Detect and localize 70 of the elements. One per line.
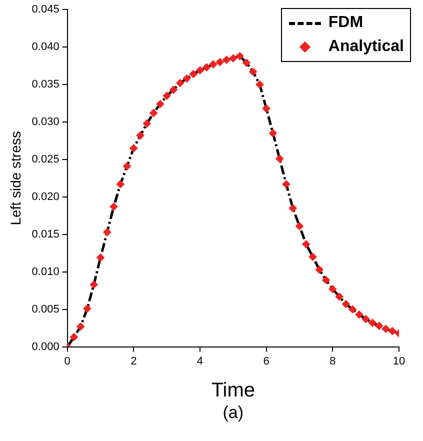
- point: [262, 104, 271, 113]
- point: [228, 54, 238, 63]
- point: [248, 68, 258, 76]
- y-tick-label: 0.025: [32, 154, 60, 166]
- text: (a): [222, 403, 244, 422]
- point: [335, 292, 344, 301]
- point: [288, 204, 298, 212]
- point: [295, 222, 304, 230]
- point: [374, 322, 384, 330]
- point: [382, 324, 390, 334]
- x-tick-label: 10: [392, 355, 406, 368]
- x-tick-label: 2: [130, 355, 137, 368]
- point: [189, 70, 198, 78]
- point: [110, 202, 118, 211]
- y-tick-label: 0.005: [32, 303, 60, 316]
- y-axis-title: Left side stress: [7, 131, 24, 226]
- point: [202, 63, 211, 72]
- y-tick-label: 0.035: [32, 78, 60, 91]
- legend-label: Analytical: [328, 38, 404, 56]
- point: [116, 180, 125, 188]
- point: [142, 119, 152, 128]
- point: [136, 131, 144, 140]
- point: [328, 284, 337, 294]
- point: [162, 92, 172, 100]
- point: [302, 240, 310, 248]
- point: [268, 129, 278, 138]
- point: [96, 253, 105, 262]
- y-tick-label: 0.010: [32, 266, 60, 278]
- point: [129, 144, 138, 152]
- point: [209, 60, 218, 68]
- y-tick-label: 0.020: [32, 190, 60, 203]
- point: [282, 180, 290, 188]
- point: [216, 58, 224, 66]
- point: [122, 162, 132, 170]
- point: [236, 52, 244, 60]
- x-tick-label: 0: [64, 355, 70, 368]
- point: [342, 300, 350, 308]
- point: [182, 74, 191, 83]
- point: [355, 310, 364, 319]
- point: [149, 108, 158, 118]
- point: [315, 265, 324, 274]
- point: [362, 314, 370, 324]
- point: [90, 280, 98, 289]
- point: [308, 252, 317, 262]
- x-tick-label: 4: [196, 355, 204, 368]
- point: [348, 305, 357, 314]
- y-tick-label: 0.000: [32, 340, 60, 353]
- point: [76, 322, 85, 331]
- point: [256, 80, 264, 89]
- point: [70, 332, 78, 342]
- y-tick-label: 0.030: [32, 116, 60, 128]
- point: [388, 326, 397, 336]
- point: [275, 154, 284, 163]
- y-tick-label: 0.040: [32, 41, 60, 54]
- point: [83, 304, 92, 313]
- point: [242, 58, 251, 68]
- x-tick-label: 8: [330, 355, 336, 368]
- y-tick-label: 0.045: [32, 4, 60, 16]
- point: [368, 318, 377, 328]
- point: [156, 100, 164, 108]
- x-axis-title: Time: [211, 380, 256, 402]
- point: [222, 56, 231, 64]
- x-tick-label: 6: [263, 355, 270, 368]
- y-tick-label: 0.015: [32, 228, 60, 240]
- point: [176, 78, 184, 88]
- point: [196, 66, 204, 74]
- point: [169, 86, 178, 94]
- legend-label: FDM: [328, 14, 364, 32]
- point: [322, 276, 330, 284]
- point: [102, 228, 112, 236]
